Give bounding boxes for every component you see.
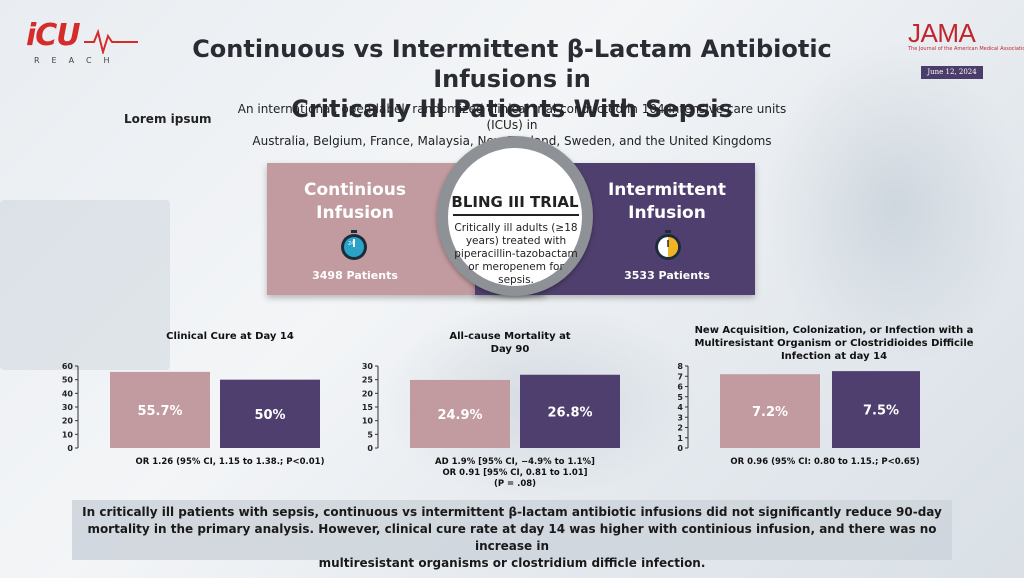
bar-value-label: 50%	[254, 408, 285, 423]
chart-note: OR 1.26 (95% CI, 1.15 to 1.38.; P<0.01)	[120, 457, 340, 468]
note-line: OR 0.96 (95% CI: 0.80 to 1.15.; P<0.65)	[730, 457, 920, 467]
trial-description: Critically ill adults (≥18 years) treate…	[452, 222, 580, 287]
y-tick-label: 6	[677, 383, 683, 392]
intermittent-label: Intermittent Infusion	[597, 179, 737, 225]
bar-value-label: 26.8%	[547, 405, 592, 420]
title-line: Continuous vs Intermittent β-Lactam Anti…	[192, 35, 832, 93]
jama-logo: JAMA The Journal of the American Medical…	[908, 18, 1024, 53]
y-tick-label: 10	[362, 417, 374, 426]
bar-continuous	[110, 371, 210, 448]
chart-title: Clinical Cure at Day 14	[130, 330, 330, 343]
conclusion-line: mortality in the primary analysis. Howev…	[87, 522, 937, 553]
y-tick-label: 50	[62, 376, 74, 385]
page-title: Continuous vs Intermittent β-Lactam Anti…	[150, 34, 874, 124]
bar-value-label: 55.7%	[137, 404, 182, 419]
y-tick-label: 0	[677, 444, 683, 453]
clock-icon	[655, 230, 681, 260]
y-tick-label: 30	[362, 362, 374, 371]
chart-title-line: Multiresistant Organism or Clostridioide…	[694, 338, 974, 349]
title-line: Critically Ill Patients With Sepsis	[291, 95, 733, 123]
stopwatch-icon: 24	[341, 230, 367, 260]
bar-intermittent	[832, 371, 920, 448]
y-tick-label: 10	[62, 430, 74, 439]
chart-note: AD 1.9% [95% CI, −4.9% to 1.1%] OR 0.91 …	[420, 457, 610, 490]
chart-note: OR 0.96 (95% CI: 0.80 to 1.15.; P<0.65)	[720, 457, 930, 468]
note-line: OR 0.91 [95% CI, 0.81 to 1.01]	[442, 468, 588, 478]
icu-reach-logo: iCU REACH	[26, 18, 138, 70]
trial-desc-line: piperacillin-tazobactam	[454, 248, 578, 260]
y-tick-label: 30	[62, 403, 74, 412]
y-tick-label: 1	[677, 434, 683, 443]
continuous-label: Continious Infusion	[285, 179, 425, 225]
note-line: OR 1.26 (95% CI, 1.15 to 1.38.; P<0.01)	[135, 457, 325, 467]
bar-value-label: 24.9%	[437, 408, 482, 423]
bar-continuous	[410, 379, 510, 448]
y-tick-label: 2	[677, 424, 683, 433]
study-description: An international, open-label, randomized…	[222, 101, 802, 149]
note-line: AD 1.9% [95% CI, −4.9% to 1.1%]	[435, 457, 595, 467]
y-tick-label: 15	[362, 403, 374, 412]
publication-date: June 12, 2024	[921, 66, 983, 79]
bar-continuous	[720, 374, 820, 448]
y-tick-label: 25	[362, 376, 374, 385]
chart-title-line: All-cause Mortality at	[449, 331, 571, 342]
conclusion-box: In critically ill patients with sepsis, …	[72, 500, 952, 570]
journal-name: JAMA	[908, 18, 976, 48]
y-tick-label: 4	[677, 403, 683, 412]
chart-title: New Acquisition, Colonization, or Infect…	[684, 324, 984, 363]
logo-subtext: REACH	[34, 56, 122, 65]
trial-desc-line: or meropenem for	[468, 261, 564, 273]
chart-title-line: Clinical Cure at Day 14	[166, 331, 294, 342]
chart-title-line: Day 90	[490, 344, 530, 355]
divider	[453, 214, 579, 216]
logo-text: iCU	[26, 18, 81, 53]
background-shape	[764, 40, 1024, 370]
background-monitor	[0, 200, 170, 370]
y-tick-label: 20	[362, 389, 374, 398]
note-line: (P = .08)	[493, 479, 537, 489]
conclusion-line: multiresistant organisms or clostridium …	[318, 556, 706, 570]
trial-name: BLING III TRIAL	[451, 193, 579, 211]
chart-title: All-cause Mortality at Day 90	[430, 330, 590, 356]
bar-value-label: 7.5%	[863, 404, 899, 419]
y-tick-label: 0	[367, 444, 373, 453]
label-line: Infusion	[316, 203, 394, 223]
trial-circle	[448, 148, 582, 286]
label-line: Continious	[303, 180, 407, 200]
bar-intermittent	[220, 379, 320, 448]
label-line: Intermittent	[607, 180, 727, 200]
trial-desc-line: years) treated with	[465, 235, 567, 247]
label-line: Infusion	[628, 203, 706, 223]
y-tick-label: 8	[677, 362, 683, 371]
bar-intermittent	[520, 374, 620, 448]
chart-title-line: New Acquisition, Colonization, or Infect…	[694, 325, 974, 336]
chart-title-line: Infection at day 14	[780, 351, 888, 362]
trial-desc-line: sepsis.	[498, 274, 534, 286]
journal-subtitle: The Journal of the American Medical Asso…	[908, 46, 1024, 52]
intermittent-patients: 3533 Patients	[624, 269, 710, 282]
y-tick-label: 20	[62, 417, 74, 426]
svg-text:24: 24	[348, 241, 354, 247]
lorem-label: Lorem ipsum	[124, 112, 212, 126]
y-tick-label: 7	[677, 372, 683, 381]
y-tick-label: 5	[367, 430, 373, 439]
bar-value-label: 7.2%	[752, 405, 788, 420]
y-tick-label: 5	[677, 393, 683, 402]
chart-clinical-cure: 0 10 20 30 40 50 60 55.7% 50%	[62, 362, 320, 453]
chart-mortality: 0 5 10 15 20 25 30 24.9% 26.8%	[362, 362, 620, 453]
y-tick-label: 40	[62, 389, 74, 398]
conclusion-line: In critically ill patients with sepsis, …	[82, 505, 942, 519]
description-line: An international, open-label, randomized…	[237, 102, 787, 132]
trial-desc-line: Critically ill adults (≥18	[454, 222, 578, 234]
continuous-patients: 3498 Patients	[312, 269, 398, 282]
heartbeat-icon	[84, 28, 138, 54]
y-tick-label: 3	[677, 413, 683, 422]
y-tick-label: 0	[67, 444, 73, 453]
y-tick-label: 60	[62, 362, 74, 371]
